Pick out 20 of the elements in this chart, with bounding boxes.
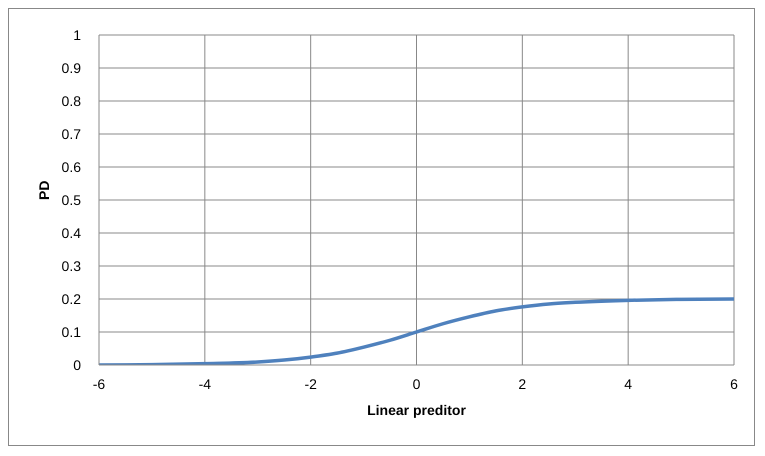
x-tick-label: 4 xyxy=(624,376,632,392)
x-tick-label: -6 xyxy=(92,376,106,392)
y-axis-title: PD xyxy=(36,180,52,200)
y-tick-label: 0.6 xyxy=(62,158,82,175)
y-tick-label: 0 xyxy=(73,356,82,373)
y-tick-label: 0.3 xyxy=(62,258,82,274)
y-tick-label: 0.5 xyxy=(62,192,82,208)
x-tick-label: -4 xyxy=(198,376,212,392)
y-tick-label: 0.7 xyxy=(62,126,82,142)
y-tick-label: 0.4 xyxy=(62,224,82,241)
y-tick-label: 0.9 xyxy=(62,60,82,76)
x-axis-title: Linear preditor xyxy=(367,402,466,418)
y-tick-label: 0.2 xyxy=(62,290,82,307)
x-tick-label: 2 xyxy=(518,376,526,392)
x-tick-label: -2 xyxy=(304,376,318,392)
x-tick-label: 0 xyxy=(412,376,421,392)
y-tick-label: 0.1 xyxy=(62,324,82,340)
x-tick-label: 6 xyxy=(730,376,738,392)
y-tick-label: 1 xyxy=(73,26,82,43)
y-tick-label: 0.8 xyxy=(62,92,82,109)
